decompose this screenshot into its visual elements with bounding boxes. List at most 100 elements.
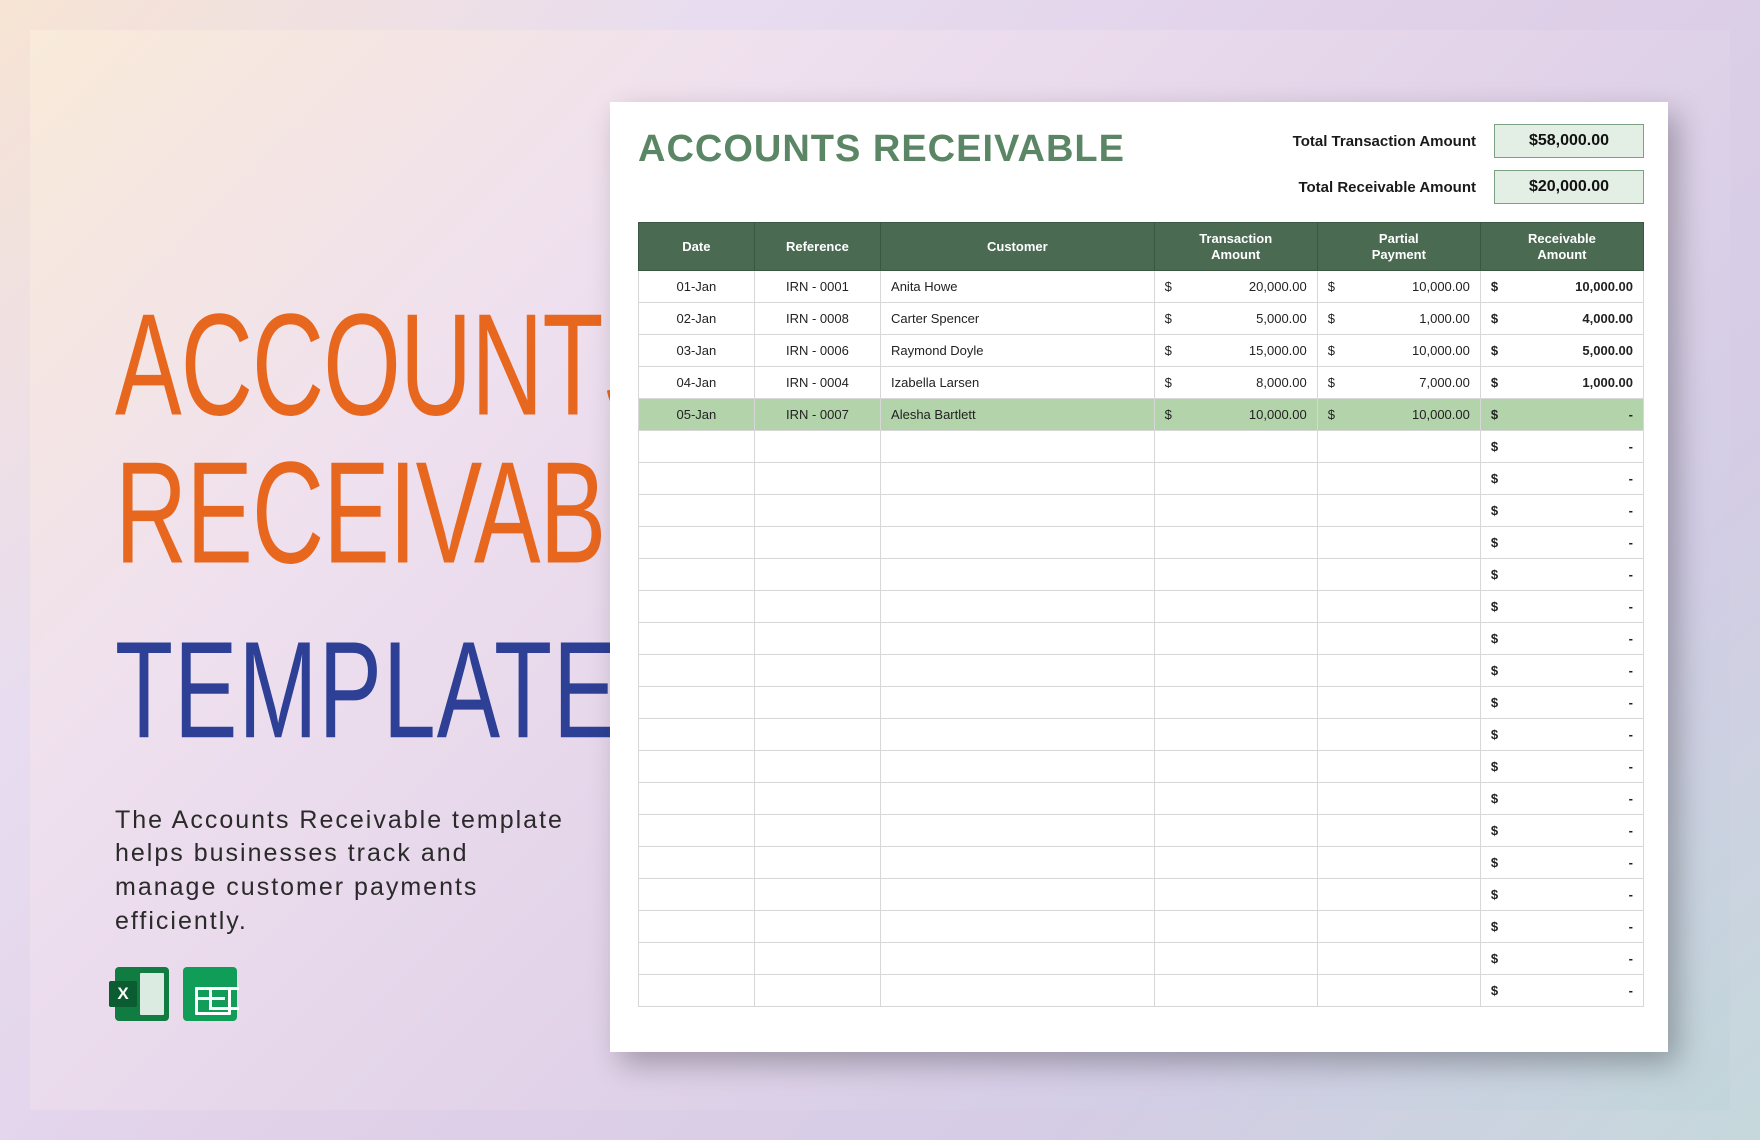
empty-cell <box>1154 559 1317 591</box>
empty-cell <box>881 495 1155 527</box>
cell-date: 02-Jan <box>639 303 755 335</box>
empty-cell <box>881 655 1155 687</box>
empty-cell <box>754 975 880 1007</box>
money-cell: $10,000.00 <box>1480 271 1643 303</box>
money-cell: $10,000.00 <box>1317 335 1480 367</box>
money-cell: $- <box>1480 751 1643 783</box>
cell-customer: Raymond Doyle <box>881 335 1155 367</box>
cell-date: 01-Jan <box>639 271 755 303</box>
money-cell: $- <box>1480 591 1643 623</box>
money-cell: $- <box>1480 399 1643 431</box>
col-receivable-amount: ReceivableAmount <box>1480 223 1643 271</box>
empty-cell <box>881 751 1155 783</box>
empty-cell <box>1317 975 1480 1007</box>
empty-cell <box>754 879 880 911</box>
empty-cell <box>639 495 755 527</box>
empty-cell <box>881 783 1155 815</box>
money-cell: $- <box>1480 783 1643 815</box>
money-cell: $- <box>1480 943 1643 975</box>
money-cell: $5,000.00 <box>1154 303 1317 335</box>
empty-cell <box>754 463 880 495</box>
empty-cell <box>1317 751 1480 783</box>
money-cell: $5,000.00 <box>1480 335 1643 367</box>
money-cell: $- <box>1480 719 1643 751</box>
empty-cell <box>754 751 880 783</box>
empty-cell <box>1317 879 1480 911</box>
empty-cell <box>639 815 755 847</box>
empty-cell <box>754 719 880 751</box>
empty-cell <box>754 431 880 463</box>
empty-cell <box>881 847 1155 879</box>
table-row-empty: $- <box>639 431 1644 463</box>
empty-cell <box>754 655 880 687</box>
empty-cell <box>754 495 880 527</box>
table-row-empty: $- <box>639 495 1644 527</box>
cell-date: 05-Jan <box>639 399 755 431</box>
promo-text-block: ACCOUNTS RECEIVABLE TEMPLATE The Account… <box>115 300 575 1021</box>
empty-cell <box>639 559 755 591</box>
empty-cell <box>881 911 1155 943</box>
empty-cell <box>1154 719 1317 751</box>
table-row-empty: $- <box>639 911 1644 943</box>
empty-cell <box>1154 815 1317 847</box>
empty-cell <box>881 623 1155 655</box>
empty-cell <box>881 591 1155 623</box>
empty-cell <box>1154 911 1317 943</box>
empty-cell <box>1317 559 1480 591</box>
money-cell: $1,000.00 <box>1480 367 1643 399</box>
table-row-empty: $- <box>639 879 1644 911</box>
cell-reference: IRN - 0008 <box>754 303 880 335</box>
empty-cell <box>639 943 755 975</box>
total-transaction-row: Total Transaction Amount $58,000.00 <box>1246 124 1644 158</box>
promo-title-line3: TEMPLATE <box>115 630 575 754</box>
total-receivable-label: Total Receivable Amount <box>1246 179 1476 196</box>
table-row-empty: $- <box>639 687 1644 719</box>
empty-cell <box>1154 655 1317 687</box>
col-transaction-amount: TransactionAmount <box>1154 223 1317 271</box>
empty-cell <box>639 591 755 623</box>
table-row-empty: $- <box>639 591 1644 623</box>
empty-cell <box>881 719 1155 751</box>
empty-cell <box>1317 431 1480 463</box>
empty-cell <box>881 943 1155 975</box>
sheet-header: ACCOUNTS RECEIVABLE Total Transaction Am… <box>638 124 1644 204</box>
cell-customer: Izabella Larsen <box>881 367 1155 399</box>
money-cell: $- <box>1480 815 1643 847</box>
table-row-empty: $- <box>639 463 1644 495</box>
table-header: Date Reference Customer TransactionAmoun… <box>639 223 1644 271</box>
empty-cell <box>881 463 1155 495</box>
cell-reference: IRN - 0007 <box>754 399 880 431</box>
cell-date: 03-Jan <box>639 335 755 367</box>
col-date: Date <box>639 223 755 271</box>
empty-cell <box>1317 655 1480 687</box>
empty-cell <box>754 847 880 879</box>
col-partial-payment: PartialPayment <box>1317 223 1480 271</box>
empty-cell <box>1317 815 1480 847</box>
col-customer: Customer <box>881 223 1155 271</box>
empty-cell <box>639 463 755 495</box>
promo-description: The Accounts Receivable template helps b… <box>115 804 565 939</box>
money-cell: $- <box>1480 911 1643 943</box>
table-body: 01-JanIRN - 0001Anita Howe$20,000.00$10,… <box>639 271 1644 1007</box>
empty-cell <box>881 431 1155 463</box>
empty-cell <box>881 975 1155 1007</box>
empty-cell <box>639 431 755 463</box>
empty-cell <box>1154 975 1317 1007</box>
money-cell: $- <box>1480 623 1643 655</box>
empty-cell <box>639 719 755 751</box>
empty-cell <box>1154 623 1317 655</box>
total-receivable-row: Total Receivable Amount $20,000.00 <box>1246 170 1644 204</box>
col-reference: Reference <box>754 223 880 271</box>
empty-cell <box>754 559 880 591</box>
money-cell: $- <box>1480 559 1643 591</box>
empty-cell <box>754 943 880 975</box>
empty-cell <box>881 879 1155 911</box>
empty-cell <box>1317 943 1480 975</box>
empty-cell <box>754 527 880 559</box>
table-row-empty: $- <box>639 815 1644 847</box>
empty-cell <box>1317 591 1480 623</box>
total-transaction-label: Total Transaction Amount <box>1246 133 1476 150</box>
empty-cell <box>639 783 755 815</box>
empty-cell <box>639 687 755 719</box>
empty-cell <box>754 687 880 719</box>
